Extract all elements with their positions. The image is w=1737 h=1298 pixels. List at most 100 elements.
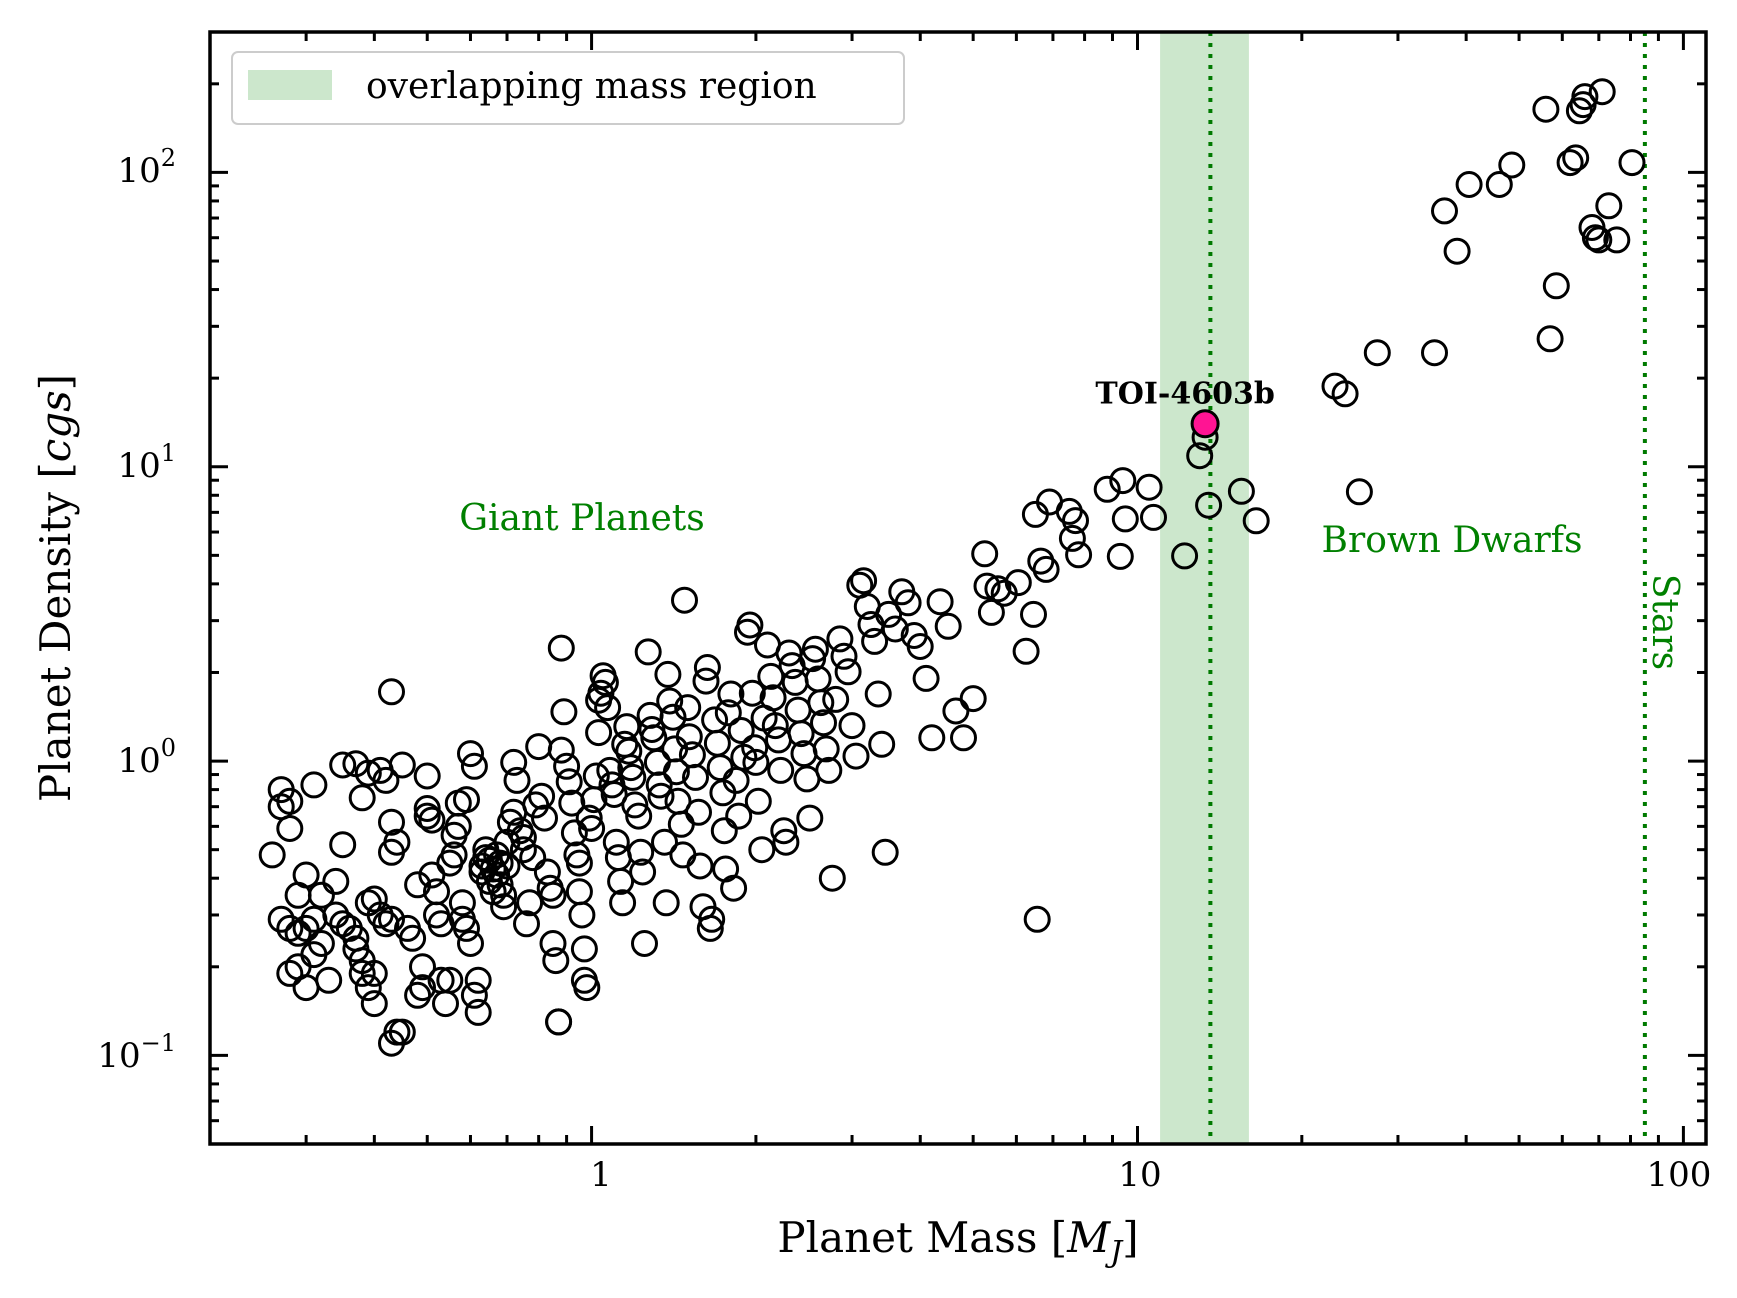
data-point: [864, 680, 892, 708]
data-point: [565, 849, 593, 877]
data-point: [418, 806, 446, 834]
data-point: [1106, 542, 1134, 570]
data-point: [850, 567, 878, 595]
data-point: [812, 735, 840, 763]
legend: overlapping mass region: [231, 51, 905, 125]
data-point: [861, 627, 889, 655]
data-point: [772, 828, 800, 856]
data-point: [696, 914, 724, 942]
data-point: [926, 588, 954, 616]
data-point: [1135, 473, 1163, 501]
data-point: [1498, 151, 1526, 179]
legend-swatch-overlap: [248, 70, 332, 100]
data-point: [810, 709, 837, 737]
data-point: [1556, 149, 1584, 177]
data-point: [1603, 226, 1631, 254]
data-point: [547, 736, 575, 764]
y-tick-label: 100: [117, 734, 176, 781]
data-point: [1542, 272, 1570, 300]
data-point: [807, 689, 835, 717]
data-point: [1363, 339, 1391, 367]
highlight-point: [1190, 409, 1220, 439]
data-point: [444, 812, 472, 840]
data-point: [1242, 507, 1270, 535]
plot-frame: [208, 30, 1708, 1146]
data-point: [950, 724, 977, 752]
data-point: [329, 831, 357, 859]
data-point: [647, 782, 675, 810]
data-point: [826, 625, 854, 653]
reference-lines-layer: [1208, 32, 1647, 1144]
data-point: [565, 878, 593, 906]
data-point: [1186, 442, 1214, 470]
data-point: [573, 974, 601, 1002]
data-point: [656, 687, 684, 715]
data-point: [607, 867, 635, 895]
data-point: [457, 930, 484, 957]
data-point: [545, 1008, 573, 1036]
data-point: [609, 889, 637, 917]
data-point: [894, 589, 922, 617]
data-point: [1195, 491, 1223, 519]
data-point: [354, 759, 382, 787]
data-point: [578, 815, 606, 842]
data-point: [1595, 192, 1623, 220]
data-point: [602, 828, 630, 856]
data-point: [292, 974, 320, 1002]
data-point: [1012, 637, 1040, 665]
data-point: [509, 836, 537, 864]
data-point: [741, 734, 769, 762]
data-point: [539, 930, 567, 957]
data-point: [1023, 905, 1051, 933]
data-point: [1565, 97, 1593, 125]
data-point: [793, 765, 821, 793]
data-point: [604, 844, 632, 872]
data-point: [1571, 83, 1599, 111]
data-point: [651, 828, 678, 856]
data-point: [413, 802, 441, 830]
data-point: [693, 654, 721, 681]
data-point: [682, 763, 709, 791]
data-point: [525, 733, 553, 761]
data-point: [1111, 505, 1139, 533]
data-point: [516, 889, 544, 917]
data-point: [555, 768, 583, 796]
data-point: [787, 720, 815, 748]
data-point: [436, 966, 464, 994]
data-point: [292, 861, 320, 889]
data-point: [453, 786, 480, 814]
data-point: [531, 804, 558, 832]
data-point: [701, 706, 729, 734]
data-point: [617, 754, 645, 782]
data-point: [1027, 547, 1055, 575]
data-point: [1455, 171, 1483, 198]
data-point: [675, 723, 703, 751]
data-point: [710, 817, 738, 845]
data-point: [615, 737, 643, 765]
data-point: [613, 713, 641, 741]
data-point: [300, 771, 328, 799]
data-point: [631, 930, 658, 957]
data-point: [686, 852, 714, 880]
y-axis-title: Planet Density [cgs]: [31, 374, 80, 802]
data-point: [1093, 475, 1121, 503]
y-tick-labels: 10−1 100 101 102: [97, 144, 176, 1076]
data-point: [457, 740, 484, 768]
data-point: [486, 871, 514, 899]
data-point: [770, 817, 798, 845]
data-point: [621, 791, 649, 819]
data-point: [1431, 197, 1458, 225]
data-point: [1062, 507, 1089, 535]
data-point: [984, 575, 1012, 603]
data-point: [360, 990, 388, 1018]
data-point: [619, 763, 647, 791]
data-point: [539, 881, 567, 909]
data-point: [292, 914, 320, 942]
data-point: [796, 804, 824, 832]
data-point: [448, 889, 476, 917]
data-point: [685, 798, 712, 826]
data-point: [354, 974, 382, 1002]
highlight-layer: TOI-4603b: [1095, 377, 1275, 439]
data-point: [671, 586, 698, 614]
data-point: [1443, 237, 1471, 265]
